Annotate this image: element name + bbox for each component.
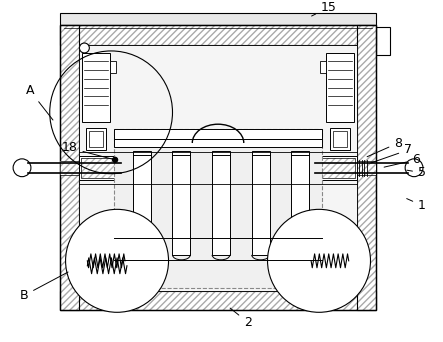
Bar <box>317 158 355 177</box>
Text: B: B <box>19 272 68 302</box>
Bar <box>60 25 377 45</box>
Bar <box>317 158 355 177</box>
Circle shape <box>66 209 168 312</box>
Text: 15: 15 <box>311 1 337 16</box>
Bar <box>60 161 79 175</box>
Bar <box>60 13 377 25</box>
Bar <box>60 161 79 175</box>
Bar <box>79 45 357 290</box>
Bar <box>79 156 121 180</box>
Text: 1: 1 <box>407 199 426 212</box>
Bar <box>357 161 377 175</box>
Bar <box>60 25 79 310</box>
Bar <box>114 139 322 147</box>
Bar <box>357 25 377 310</box>
Text: 5: 5 <box>407 166 426 179</box>
Bar <box>377 27 390 55</box>
Text: A: A <box>26 84 53 120</box>
Circle shape <box>13 159 31 177</box>
Bar <box>326 53 354 122</box>
Bar <box>60 25 377 310</box>
Bar <box>212 151 230 255</box>
Bar <box>60 290 377 310</box>
Text: 6: 6 <box>384 153 420 167</box>
Bar <box>60 25 79 310</box>
Bar <box>320 61 326 73</box>
Bar <box>82 158 119 177</box>
Bar <box>133 151 151 255</box>
Circle shape <box>405 159 423 177</box>
Text: 18: 18 <box>62 142 113 159</box>
Bar <box>82 53 110 122</box>
Bar <box>333 131 347 147</box>
Bar <box>330 128 350 150</box>
Bar <box>291 151 309 255</box>
Text: 8: 8 <box>367 136 402 157</box>
Circle shape <box>79 43 89 53</box>
Bar <box>60 290 377 310</box>
Circle shape <box>113 157 117 162</box>
Bar <box>86 128 106 150</box>
Bar <box>89 131 103 147</box>
Bar <box>114 129 322 288</box>
Bar <box>172 151 190 255</box>
Bar <box>357 25 377 310</box>
Text: 7: 7 <box>371 143 412 163</box>
Text: 2: 2 <box>230 308 252 329</box>
Bar <box>114 129 322 288</box>
Bar <box>252 151 269 255</box>
Bar <box>357 161 377 175</box>
Bar <box>114 129 322 139</box>
Bar <box>82 158 119 177</box>
Bar <box>110 61 116 73</box>
Bar <box>315 156 357 180</box>
Bar <box>60 25 377 45</box>
Circle shape <box>268 209 370 312</box>
